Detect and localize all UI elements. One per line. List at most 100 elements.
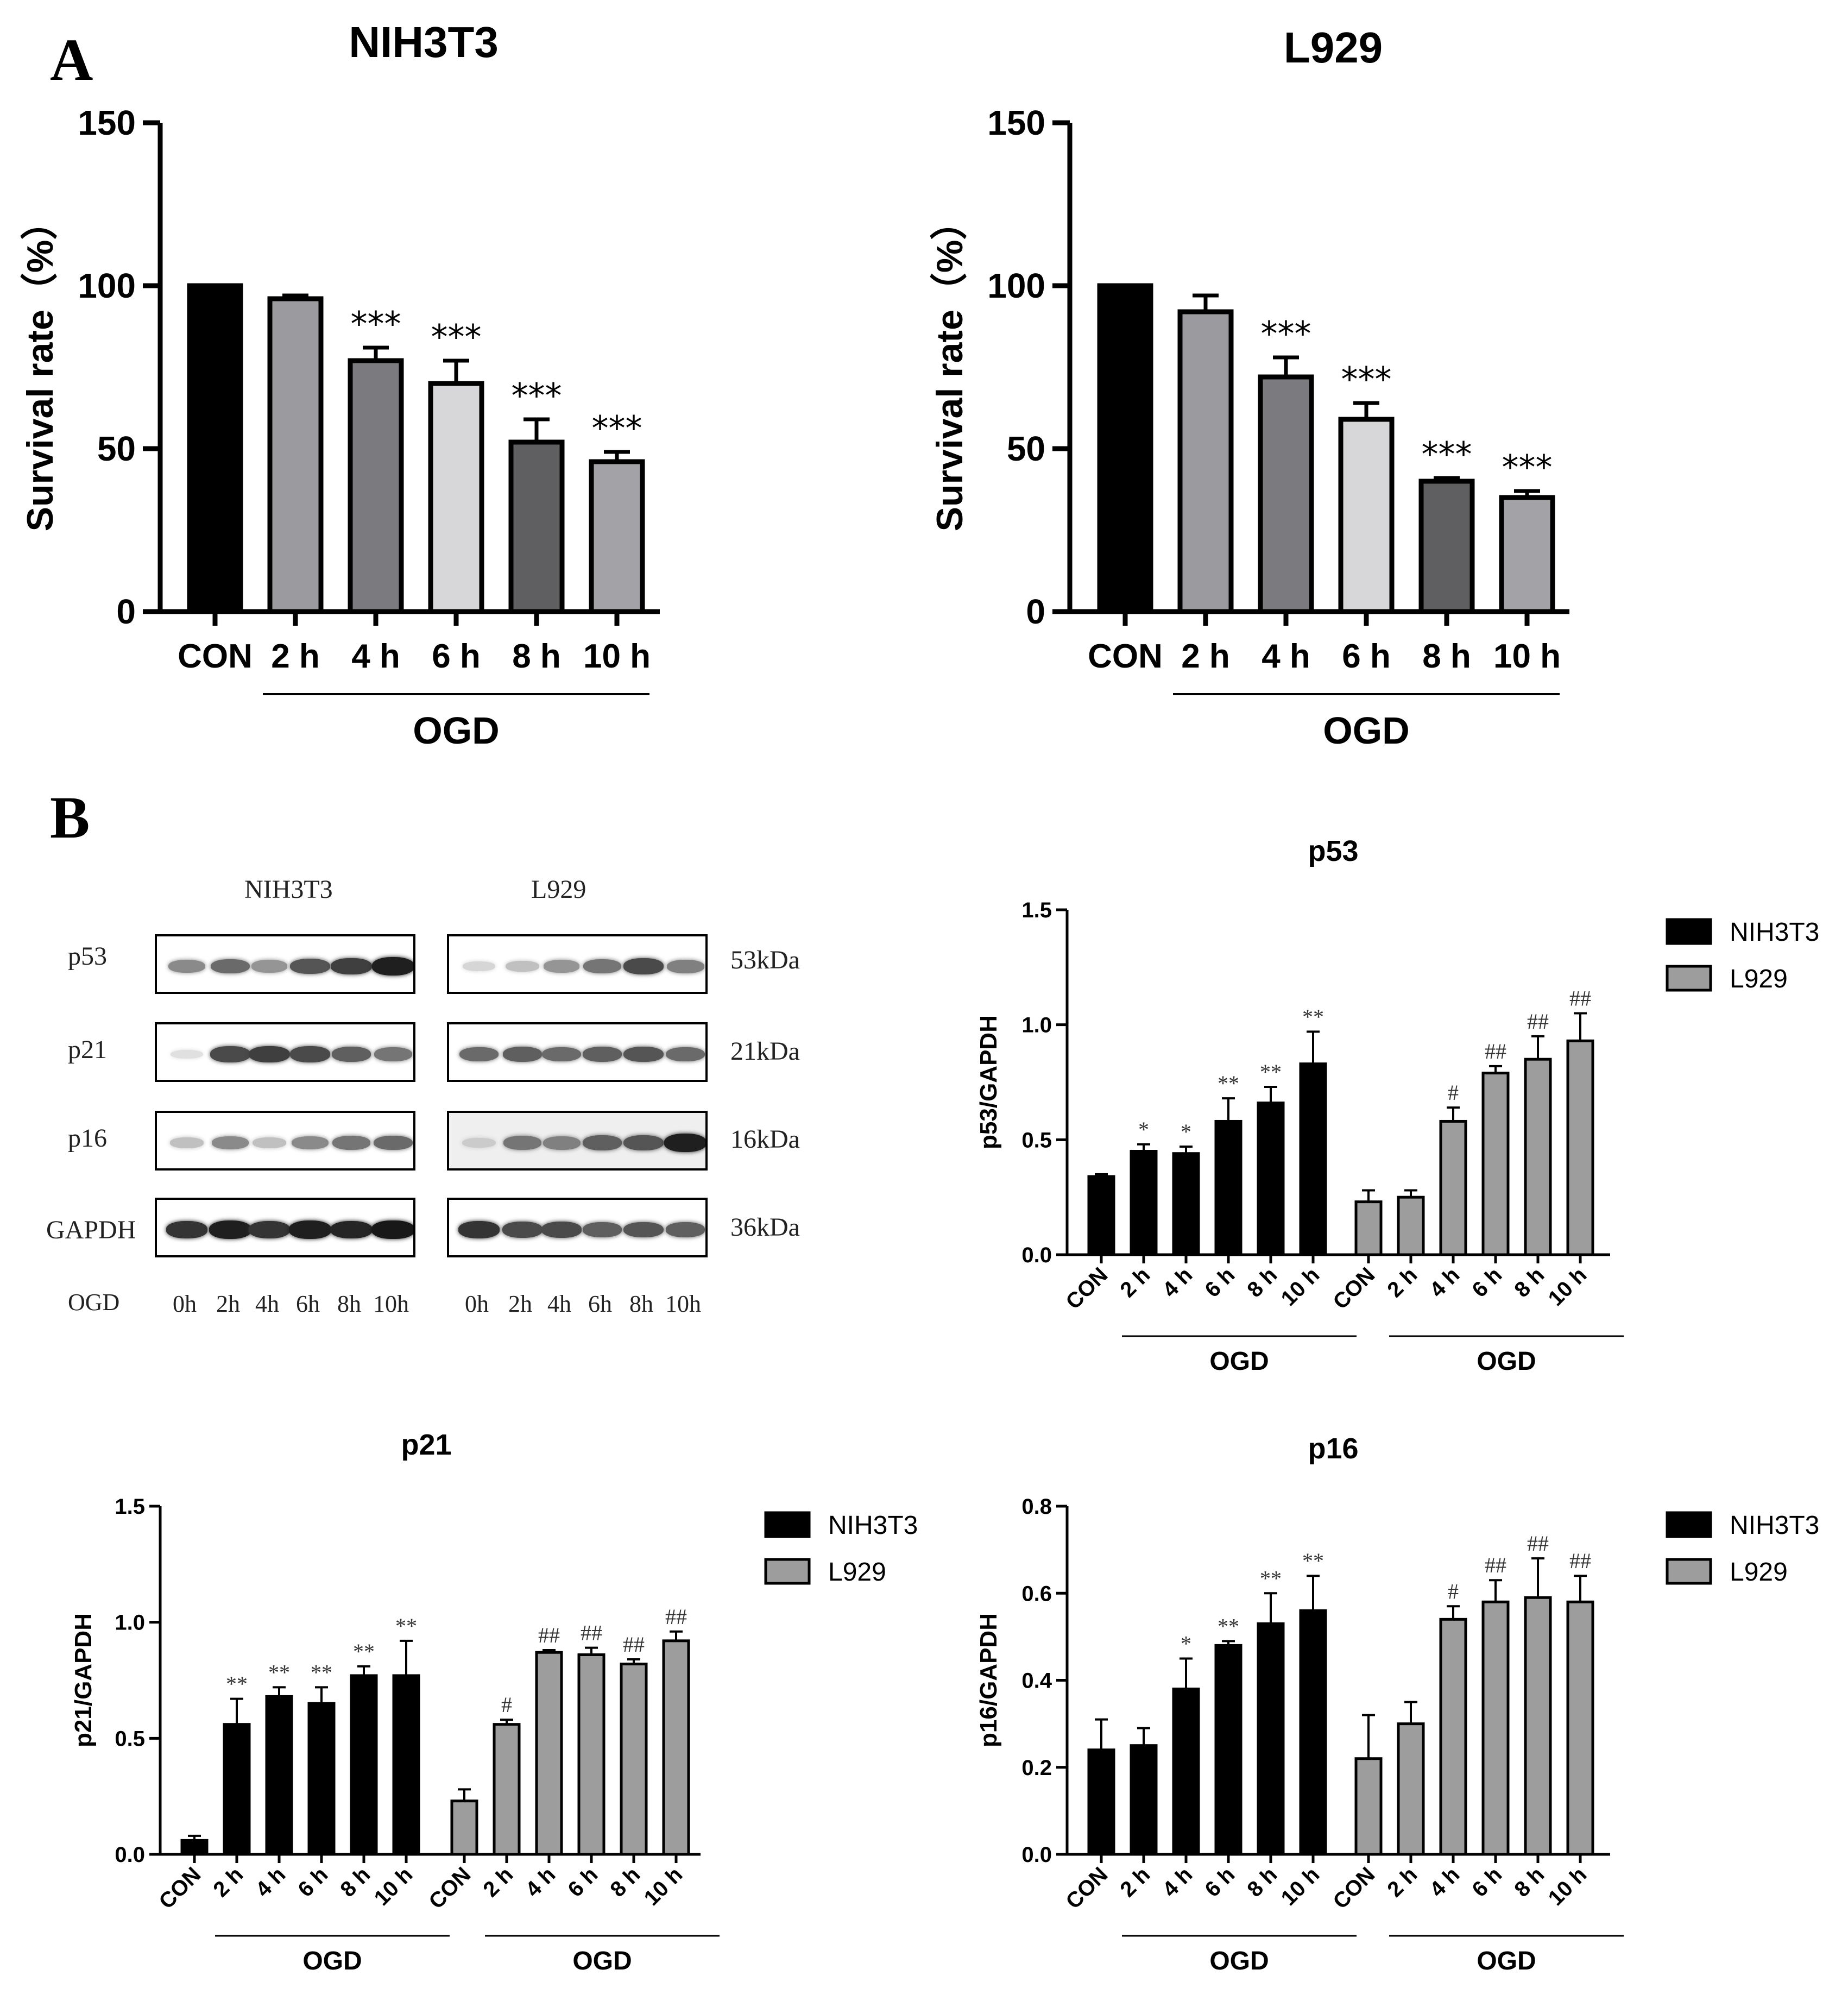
nih3t3-survival-ytick-label: 0: [116, 592, 136, 631]
p53-legend-label: NIH3T3: [1730, 918, 1819, 947]
p16-significance: ##: [1569, 1549, 1591, 1573]
nih3t3-survival-xtick-label: 4 h: [351, 638, 400, 675]
p53-bar-l929: [1566, 1039, 1594, 1256]
blot-cell-label-l929: L929: [531, 875, 586, 904]
p21-bar-l929: [493, 1723, 521, 1856]
blot-band: [505, 961, 540, 972]
blot-size-label-p16: 16kDa: [730, 1125, 800, 1154]
p53-bar-nih3t3: [1172, 1152, 1200, 1256]
p53-xtick-label: 10 h: [1277, 1263, 1324, 1311]
l929-survival-ylabel: Survival rate（%）: [929, 203, 970, 532]
p16-xtick-label: 6 h: [1467, 1862, 1506, 1902]
p21-significance: ##: [623, 1632, 645, 1657]
blot-box-l929-p16: [447, 1111, 708, 1171]
blot-band: [371, 1220, 413, 1239]
p21-significance: **: [353, 1639, 375, 1664]
p21-significance: **: [268, 1660, 290, 1684]
p21-ytick-label: 0.5: [115, 1727, 145, 1751]
p53-xtick-label: 8 h: [1510, 1263, 1549, 1302]
p53-xtick-label: 4 h: [1425, 1263, 1464, 1302]
blot-band: [665, 1222, 705, 1237]
blot-band: [166, 1221, 208, 1238]
blot-band: [288, 1220, 332, 1239]
p21-ytick-label: 1.0: [115, 1611, 145, 1635]
p21-bar-nih3t3: [180, 1839, 209, 1856]
p21-ylabel: p21/GAPDH: [70, 1613, 97, 1747]
p21-significance: ##: [538, 1623, 560, 1647]
p53-significance: ##: [1569, 986, 1591, 1011]
blot-band: [331, 1047, 371, 1062]
p16-xtick-label: 6 h: [1200, 1862, 1239, 1902]
p21-xtick-label: 10 h: [370, 1862, 418, 1910]
blot-band: [582, 1047, 622, 1062]
blot-lane-label: 8h: [629, 1291, 653, 1317]
p16-bar-nih3t3: [1087, 1748, 1115, 1856]
p16-xtick-label: 8 h: [1242, 1862, 1282, 1902]
blot-band: [462, 1137, 496, 1148]
l929-survival-group-label: OGD: [1323, 709, 1409, 752]
blot-protein-label-p16: p16: [68, 1124, 107, 1153]
p16-significance: **: [1260, 1566, 1282, 1590]
blot-lane-label: 10h: [665, 1291, 701, 1317]
p16-xtick-label: CON: [1061, 1862, 1112, 1914]
l929-survival-xtick-label: 4 h: [1262, 638, 1310, 675]
blot-band: [374, 1047, 413, 1061]
p53-significance: ##: [1485, 1039, 1506, 1064]
p21-bar-nih3t3: [223, 1723, 251, 1856]
blot-band: [252, 1137, 287, 1148]
p53-ytick-label: 0.5: [1021, 1128, 1052, 1152]
p16-bar-nih3t3: [1299, 1609, 1327, 1856]
l929-survival-xtick-label: 2 h: [1181, 638, 1230, 675]
p21-group-label: OGD: [302, 1947, 362, 1975]
blot-band: [462, 961, 496, 971]
blot-band: [542, 1047, 581, 1062]
nih3t3-survival-ylabel: Survival rate（%）: [20, 203, 61, 532]
blot-band: [541, 1222, 582, 1238]
blot-lane-label: 8h: [337, 1291, 361, 1317]
p53-significance: ##: [1527, 1009, 1549, 1034]
p16-group-label: OGD: [1209, 1947, 1269, 1975]
blot-band: [458, 1221, 500, 1238]
nih3t3-survival-ytick-label: 150: [78, 103, 136, 142]
p16-significance: *: [1181, 1631, 1191, 1656]
blot-box-nih3t3-p16: [155, 1111, 415, 1171]
p16-legend-swatch: [1666, 1558, 1712, 1585]
p21-xtick-label: 4 h: [251, 1862, 290, 1902]
l929-survival-xtick-label: 8 h: [1422, 638, 1471, 675]
p53-xtick-label: 2 h: [1115, 1263, 1155, 1302]
p16-significance: **: [1218, 1614, 1239, 1638]
blot-band: [623, 1222, 664, 1238]
blot-band: [211, 959, 250, 974]
p21-group-label: OGD: [572, 1947, 632, 1975]
p53-significance: **: [1260, 1060, 1282, 1084]
p53-bar-nih3t3: [1087, 1175, 1115, 1256]
p16-significance: ##: [1527, 1531, 1549, 1556]
blot-box-nih3t3-p21: [155, 1022, 415, 1082]
l929-survival-ytick-label: 150: [987, 103, 1045, 142]
blot-box-nih3t3-p53: [155, 934, 415, 994]
l929-survival-ytick-label: 50: [1007, 429, 1045, 468]
p16-ylabel: p16/GAPDH: [975, 1613, 1002, 1747]
nih3t3-survival-xtick-label: CON: [178, 638, 253, 675]
p53-title: p53: [1308, 835, 1358, 867]
p21-bar-l929: [662, 1639, 690, 1856]
p53-legend-label: L929: [1730, 965, 1788, 993]
l929-survival-significance: ***: [1261, 314, 1311, 354]
p21-ytick-label: 0.0: [115, 1843, 145, 1867]
p16-group-label: OGD: [1477, 1947, 1536, 1975]
blot-band: [168, 959, 205, 973]
p53-group-label: OGD: [1477, 1347, 1536, 1376]
blot-band: [503, 1136, 542, 1150]
blot-lane-label: 0h: [465, 1291, 489, 1317]
nih3t3-survival-xtick-label: 8 h: [512, 638, 561, 675]
blot-band: [171, 1049, 203, 1059]
p53-bar-nih3t3: [1130, 1150, 1158, 1256]
p16-bar-nih3t3: [1214, 1644, 1242, 1856]
blot-size-label-p21: 21kDa: [730, 1037, 800, 1066]
p21-xtick-label: 8 h: [336, 1862, 375, 1902]
blot-band: [209, 1220, 252, 1239]
p53-significance: **: [1302, 1004, 1324, 1029]
p53-xtick-label: 6 h: [1467, 1263, 1506, 1302]
blot-band: [210, 1046, 251, 1062]
blot-band: [543, 960, 580, 973]
